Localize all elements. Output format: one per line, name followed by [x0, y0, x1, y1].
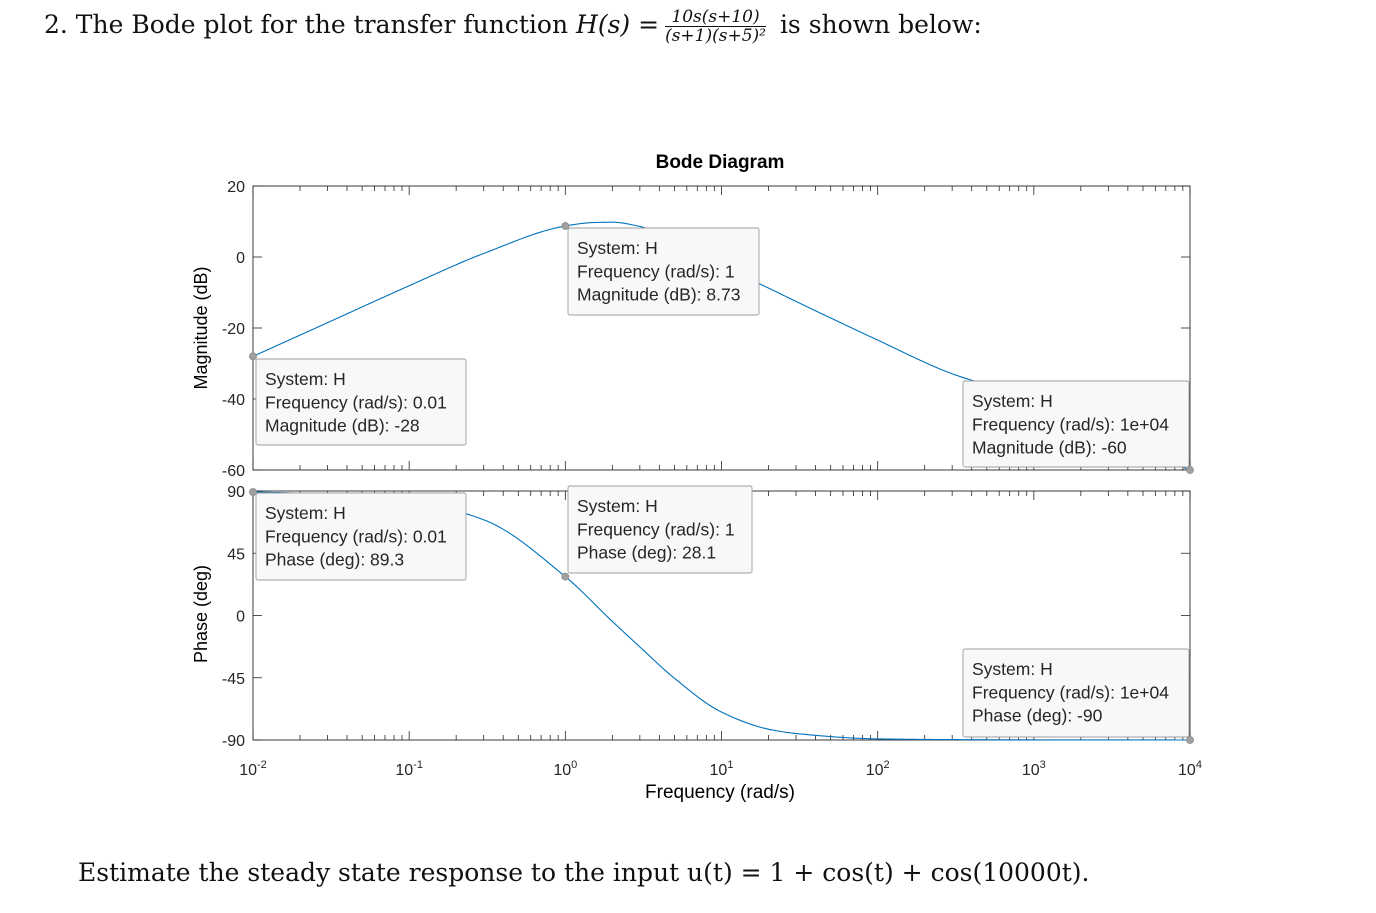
phase-datatip-text: Phase (deg): 28.1 [577, 543, 716, 563]
magnitude-y-tick-label: 0 [236, 250, 245, 267]
magnitude-y-tick-label: -40 [222, 392, 245, 409]
phase-datatip-text: Frequency (rad/s): 1e+04 [972, 682, 1169, 702]
phase-datatip-box [567, 485, 753, 574]
phase-datatip-marker [561, 572, 570, 581]
magnitude-datatip: System: H Frequency (rad/s): 0.01 Magnitud… [249, 352, 467, 446]
phase-y-tick-label: 45 [227, 546, 245, 563]
phase-datatip-text: System: H [265, 503, 346, 523]
transfer-function-fraction: 10s(s+10) (s+1)(s+5)² [665, 8, 766, 45]
magnitude-datatip-text: Magnitude (dB): -60 [972, 438, 1127, 458]
magnitude-datatip-marker [1186, 466, 1194, 474]
magnitude-y-tick-label: -20 [222, 321, 245, 338]
phase-panel: 90 45 0 -45 -90 System: H Frequency (rad/s): 0… [222, 484, 1194, 750]
x-tick-label: 103 [1022, 759, 1046, 779]
phase-datatip: System: H Frequency (rad/s): 1 Phase (deg)… [561, 485, 753, 581]
phase-datatip-marker [1186, 736, 1194, 744]
phase-datatip: System: H Frequency (rad/s): 0.01 Phase (d… [249, 488, 467, 581]
phase-datatip-marker [249, 488, 257, 496]
phase-y-tick-label: 90 [227, 484, 245, 501]
x-tick-label: 102 [866, 759, 890, 779]
phase-y-tick-label: 0 [236, 609, 245, 626]
magnitude-datatip-text: System: H [972, 391, 1053, 411]
phase-datatip-box [962, 648, 1190, 738]
transfer-function-denominator: (s+1)(s+5)² [665, 26, 766, 46]
magnitude-datatip-marker [561, 222, 570, 230]
x-tick-label: 100 [553, 759, 577, 779]
x-tick-label: 101 [710, 759, 734, 779]
transfer-function-numerator: 10s(s+10) [665, 8, 766, 27]
problem-prefix: 2. The Bode plot for the transfer functi… [44, 10, 569, 39]
question-text: Estimate the steady state response to th… [78, 858, 1090, 887]
phase-datatip-text: System: H [972, 659, 1053, 679]
magnitude-datatip-text: Frequency (rad/s): 0.01 [265, 392, 447, 412]
phase-datatip: System: H Frequency (rad/s): 1e+04 Phase (… [962, 648, 1194, 744]
magnitude-datatip-text: Frequency (rad/s): 1 [577, 261, 735, 281]
magnitude-datatip: System: H Frequency (rad/s): 1e+04 Magnitu… [962, 380, 1194, 474]
x-tick-label: 10-2 [239, 759, 267, 779]
magnitude-datatip: System: H Frequency (rad/s): 1 Magnitude (… [561, 222, 760, 316]
chart-title: Bode Diagram [656, 152, 785, 173]
phase-y-axis-label: Phase (deg) [191, 565, 211, 663]
magnitude-y-tick-label: -60 [222, 463, 245, 480]
phase-y-tick-label: -45 [222, 671, 245, 688]
magnitude-datatip-box [255, 358, 467, 446]
phase-datatip-text: System: H [577, 496, 658, 516]
x-axis-label: Frequency (rad/s) [645, 782, 795, 803]
phase-datatip-text: Frequency (rad/s): 1 [577, 519, 735, 539]
problem-statement: 2. The Bode plot for the transfer functi… [44, 8, 982, 45]
x-tick-label: 104 [1178, 759, 1202, 779]
phase-datatip-box [255, 492, 467, 581]
x-tick-label: 10-1 [395, 759, 423, 779]
magnitude-y-tick-label: 20 [227, 179, 245, 196]
magnitude-datatip-text: Magnitude (dB): -28 [265, 416, 420, 436]
magnitude-datatip-box [567, 227, 760, 316]
phase-datatip-text: Phase (deg): 89.3 [265, 550, 404, 570]
magnitude-panel: 20 0 -20 -40 -60 System: H Frequency (rad/s): … [222, 179, 1194, 480]
transfer-function-label: H(s) = [576, 10, 660, 39]
magnitude-datatip-text: System: H [265, 369, 346, 389]
magnitude-y-axis-label: Magnitude (dB) [191, 266, 211, 389]
magnitude-datatip-text: Magnitude (dB): 8.73 [577, 285, 740, 305]
magnitude-datatip-marker [249, 352, 257, 361]
phase-datatip-text: Frequency (rad/s): 0.01 [265, 526, 447, 546]
magnitude-datatip-text: System: H [577, 238, 658, 258]
problem-suffix: is shown below: [779, 10, 982, 39]
phase-y-tick-label: -90 [222, 733, 245, 750]
magnitude-datatip-box [962, 380, 1190, 468]
magnitude-datatip-text: Frequency (rad/s): 1e+04 [972, 414, 1169, 434]
phase-datatip-text: Phase (deg): -90 [972, 706, 1103, 726]
